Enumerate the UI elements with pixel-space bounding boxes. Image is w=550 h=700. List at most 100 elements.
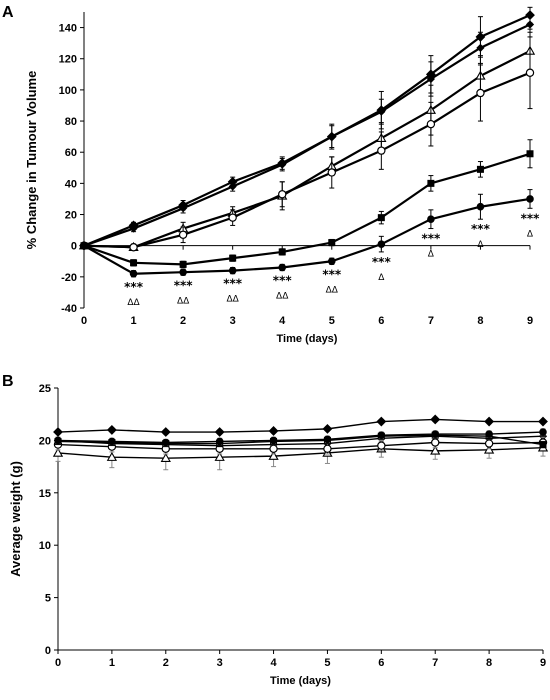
panel-a-letter: A bbox=[2, 4, 14, 21]
panel-b-y-tick-label: 0 bbox=[45, 645, 51, 657]
data-point bbox=[228, 182, 237, 191]
data-point bbox=[269, 444, 278, 453]
panel-a-y-tick-label: 40 bbox=[65, 178, 77, 190]
panel-a-x-tick-label: 1 bbox=[130, 315, 136, 327]
data-point bbox=[108, 437, 116, 446]
significance-stars: *** bbox=[322, 267, 342, 281]
data-point bbox=[525, 20, 535, 29]
data-point bbox=[178, 230, 188, 239]
panel-b-x-tick-label: 9 bbox=[540, 657, 546, 669]
data-point bbox=[160, 427, 171, 437]
significance-stars: *** bbox=[174, 278, 194, 292]
data-point bbox=[228, 213, 237, 222]
panel-a-y-tick-label: 100 bbox=[59, 85, 77, 97]
panel-a-chart: -40 -20 0 20 40 60 80 100 120 140 0 1 2 3 4 5 6 7 8 9 Time (… bbox=[24, 6, 540, 345]
significance-delta: Δ bbox=[378, 273, 385, 283]
panel-a-y-tick-label: 20 bbox=[65, 210, 77, 222]
panel-b-y-tick-label: 10 bbox=[39, 540, 51, 552]
data-point bbox=[426, 74, 435, 84]
data-point bbox=[485, 430, 493, 438]
panel-a-x-tick-label: 6 bbox=[378, 315, 384, 327]
data-point bbox=[376, 416, 387, 427]
data-point bbox=[377, 146, 386, 155]
data-point bbox=[377, 240, 386, 248]
significance-delta: Δ bbox=[527, 229, 534, 239]
data-point bbox=[476, 165, 484, 173]
panel-b-x-tick-label: 3 bbox=[217, 657, 223, 669]
data-point bbox=[106, 425, 117, 435]
panel-b-y-tick-label: 20 bbox=[39, 435, 51, 447]
data-point bbox=[160, 452, 171, 462]
series-line bbox=[83, 49, 531, 249]
data-point bbox=[323, 444, 332, 453]
data-point bbox=[53, 427, 63, 437]
panel-a-x-tick-label: 0 bbox=[81, 315, 87, 327]
significance-delta: ΔΔ bbox=[326, 285, 339, 295]
data-point bbox=[431, 430, 440, 438]
data-point bbox=[327, 168, 336, 177]
panel-b-y-tick-label: 15 bbox=[39, 488, 51, 500]
panel-b-x-tick-label: 8 bbox=[486, 657, 492, 669]
data-point bbox=[129, 243, 138, 252]
panel-b-x-tick-label: 5 bbox=[324, 657, 330, 669]
panel-b-x-tick-label: 0 bbox=[55, 657, 61, 669]
panel-a-series-3 bbox=[78, 28, 536, 251]
series-line bbox=[57, 418, 543, 433]
series-line bbox=[83, 23, 531, 247]
data-point bbox=[377, 214, 385, 222]
data-point bbox=[427, 179, 435, 187]
series-line bbox=[57, 441, 544, 450]
panel-b-x-tick-label: 6 bbox=[378, 657, 384, 669]
data-point bbox=[377, 431, 386, 439]
panel-b-chart: 0 5 10 15 20 25 0 1 2 3 4 5 6 7 8 9 Time (days) Average w… bbox=[8, 383, 549, 687]
panel-a-series-2 bbox=[79, 16, 535, 250]
panel-b-x-tick-label: 4 bbox=[270, 657, 277, 669]
series-line bbox=[83, 152, 531, 266]
series-line bbox=[57, 434, 544, 446]
data-point bbox=[476, 202, 485, 211]
data-point bbox=[484, 439, 494, 448]
panel-b-series-6 bbox=[54, 428, 547, 447]
data-point bbox=[214, 427, 225, 437]
panel-b-x-axis-label: Time (days) bbox=[270, 675, 331, 687]
panel-a-x-tick-label: 8 bbox=[477, 315, 483, 327]
panel-a-y-tick-label: -40 bbox=[61, 303, 77, 315]
panel-b-x-tick-label: 7 bbox=[432, 657, 438, 669]
data-point bbox=[129, 224, 138, 233]
panel-b-y-axis-label: Average weight (g) bbox=[8, 461, 23, 577]
significance-delta: ΔΔ bbox=[127, 298, 140, 308]
data-point bbox=[430, 414, 441, 425]
panel-b-y-tick-label: 25 bbox=[39, 383, 51, 395]
data-point bbox=[229, 254, 237, 262]
panel-a-y-tick-label: 140 bbox=[59, 23, 77, 35]
data-point bbox=[377, 441, 386, 450]
series-line bbox=[57, 435, 544, 447]
data-point bbox=[431, 438, 440, 447]
series-line bbox=[57, 447, 544, 459]
data-point bbox=[269, 436, 278, 445]
panel-a-x-tick-label: 2 bbox=[180, 315, 186, 327]
panel-a-y-tick-label: 120 bbox=[59, 54, 77, 66]
panel-a-x-tick-label: 7 bbox=[428, 315, 434, 327]
panel-a-series-6 bbox=[80, 189, 534, 278]
data-point bbox=[278, 160, 287, 169]
data-point bbox=[483, 444, 495, 454]
data-point bbox=[80, 241, 88, 250]
significance-stars: *** bbox=[223, 277, 243, 291]
data-point bbox=[54, 436, 62, 445]
data-point bbox=[214, 451, 225, 461]
series-line bbox=[83, 71, 531, 249]
data-point bbox=[129, 269, 138, 278]
data-point bbox=[426, 119, 436, 129]
data-point bbox=[539, 428, 547, 436]
significance-delta: ΔΔ bbox=[227, 295, 240, 305]
data-point bbox=[327, 132, 336, 141]
series-line bbox=[57, 431, 544, 444]
data-point bbox=[106, 451, 118, 461]
series-line bbox=[83, 197, 531, 275]
panel-a-y-tick-label: -20 bbox=[61, 272, 77, 284]
data-point bbox=[179, 268, 187, 276]
panel-a-x-tick-label: 4 bbox=[279, 315, 286, 327]
panel-a-x-tick-label: 9 bbox=[527, 315, 533, 327]
